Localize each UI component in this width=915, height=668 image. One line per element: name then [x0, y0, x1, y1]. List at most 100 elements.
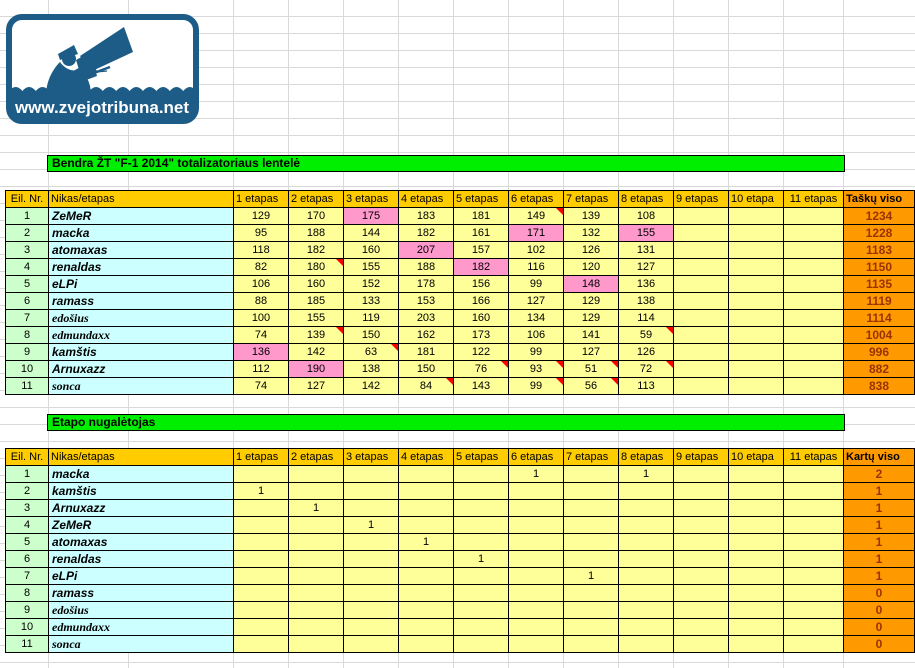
score-cell-etapas-9[interactable]: [673, 465, 729, 483]
score-cell-etapas-8[interactable]: [618, 567, 674, 585]
score-cell-etapas-10[interactable]: [728, 601, 784, 619]
score-cell-etapas-11[interactable]: [783, 377, 844, 395]
score-cell-etapas-2[interactable]: [288, 635, 344, 653]
score-cell-etapas-9[interactable]: [673, 584, 729, 602]
score-cell-etapas-4[interactable]: 182: [398, 224, 454, 242]
nick-cell[interactable]: ramass: [48, 584, 234, 602]
score-cell-etapas-1[interactable]: [233, 618, 289, 636]
score-cell-etapas-9[interactable]: [673, 258, 729, 276]
score-cell-etapas-8[interactable]: 1: [618, 465, 674, 483]
score-cell-etapas-6[interactable]: [508, 533, 564, 551]
score-cell-etapas-10[interactable]: [728, 567, 784, 585]
score-cell-etapas-10[interactable]: [728, 499, 784, 517]
score-cell-etapas-5[interactable]: 161: [453, 224, 509, 242]
header-total[interactable]: Kartų viso: [843, 448, 915, 466]
nick-cell[interactable]: atomaxas: [48, 241, 234, 259]
header-etapas-3[interactable]: 3 etapas: [343, 448, 399, 466]
score-cell-etapas-8[interactable]: 72: [618, 360, 674, 378]
score-cell-etapas-2[interactable]: [288, 550, 344, 568]
score-cell-etapas-3[interactable]: [343, 584, 399, 602]
score-cell-etapas-4[interactable]: [398, 516, 454, 534]
score-cell-etapas-8[interactable]: 138: [618, 292, 674, 310]
score-cell-etapas-8[interactable]: 155: [618, 224, 674, 242]
total-cell[interactable]: 1: [843, 550, 915, 568]
score-cell-etapas-8[interactable]: [618, 516, 674, 534]
score-cell-etapas-5[interactable]: [453, 618, 509, 636]
score-cell-etapas-10[interactable]: [728, 584, 784, 602]
score-cell-etapas-9[interactable]: [673, 326, 729, 344]
score-cell-etapas-10[interactable]: [728, 292, 784, 310]
score-cell-etapas-9[interactable]: [673, 550, 729, 568]
score-cell-etapas-7[interactable]: 139: [563, 207, 619, 225]
score-cell-etapas-4[interactable]: 188: [398, 258, 454, 276]
header-etapas-1[interactable]: 1 etapas: [233, 448, 289, 466]
total-cell[interactable]: 838: [843, 377, 915, 395]
nick-cell[interactable]: kamštis: [48, 482, 234, 500]
score-cell-etapas-5[interactable]: 173: [453, 326, 509, 344]
score-cell-etapas-5[interactable]: 143: [453, 377, 509, 395]
score-cell-etapas-2[interactable]: 1: [288, 499, 344, 517]
score-cell-etapas-11[interactable]: [783, 326, 844, 344]
nick-cell[interactable]: kamštis: [48, 343, 234, 361]
score-cell-etapas-10[interactable]: [728, 224, 784, 242]
score-cell-etapas-6[interactable]: 102: [508, 241, 564, 259]
score-cell-etapas-2[interactable]: [288, 465, 344, 483]
score-cell-etapas-11[interactable]: [783, 516, 844, 534]
nick-cell[interactable]: edmundaxx: [48, 618, 234, 636]
score-cell-etapas-4[interactable]: 1: [398, 533, 454, 551]
score-cell-etapas-10[interactable]: [728, 465, 784, 483]
score-cell-etapas-9[interactable]: [673, 343, 729, 361]
score-cell-etapas-6[interactable]: 93: [508, 360, 564, 378]
score-cell-etapas-5[interactable]: 182: [453, 258, 509, 276]
score-cell-etapas-6[interactable]: 106: [508, 326, 564, 344]
score-cell-etapas-3[interactable]: [343, 482, 399, 500]
score-cell-etapas-10[interactable]: [728, 516, 784, 534]
row-number-cell[interactable]: 5: [5, 533, 49, 551]
score-cell-etapas-8[interactable]: [618, 499, 674, 517]
total-cell[interactable]: 0: [843, 601, 915, 619]
score-cell-etapas-4[interactable]: [398, 635, 454, 653]
score-cell-etapas-7[interactable]: [563, 584, 619, 602]
score-cell-etapas-2[interactable]: [288, 584, 344, 602]
score-cell-etapas-7[interactable]: [563, 533, 619, 551]
score-cell-etapas-2[interactable]: [288, 618, 344, 636]
row-number-cell[interactable]: 6: [5, 550, 49, 568]
score-cell-etapas-1[interactable]: [233, 516, 289, 534]
header-etapas-9[interactable]: 9 etapas: [673, 190, 729, 208]
score-cell-etapas-5[interactable]: [453, 567, 509, 585]
header-etapas-4[interactable]: 4 etapas: [398, 448, 454, 466]
score-cell-etapas-8[interactable]: 59: [618, 326, 674, 344]
score-cell-etapas-7[interactable]: 129: [563, 292, 619, 310]
score-cell-etapas-2[interactable]: [288, 533, 344, 551]
score-cell-etapas-2[interactable]: 127: [288, 377, 344, 395]
score-cell-etapas-6[interactable]: 127: [508, 292, 564, 310]
total-cell[interactable]: 996: [843, 343, 915, 361]
row-number-cell[interactable]: 4: [5, 258, 49, 276]
header-eil-nr[interactable]: Eil. Nr.: [5, 190, 49, 208]
row-number-cell[interactable]: 11: [5, 635, 49, 653]
nick-cell[interactable]: macka: [48, 465, 234, 483]
score-cell-etapas-3[interactable]: [343, 635, 399, 653]
score-cell-etapas-6[interactable]: 134: [508, 309, 564, 327]
row-number-cell[interactable]: 8: [5, 326, 49, 344]
score-cell-etapas-7[interactable]: [563, 635, 619, 653]
score-cell-etapas-4[interactable]: 84: [398, 377, 454, 395]
score-cell-etapas-6[interactable]: [508, 635, 564, 653]
score-cell-etapas-4[interactable]: 203: [398, 309, 454, 327]
total-cell[interactable]: 2: [843, 465, 915, 483]
header-etapas-3[interactable]: 3 etapas: [343, 190, 399, 208]
header-etapas-5[interactable]: 5 etapas: [453, 190, 509, 208]
score-cell-etapas-6[interactable]: [508, 550, 564, 568]
score-cell-etapas-6[interactable]: [508, 584, 564, 602]
score-cell-etapas-10[interactable]: [728, 550, 784, 568]
score-cell-etapas-1[interactable]: 129: [233, 207, 289, 225]
score-cell-etapas-9[interactable]: [673, 377, 729, 395]
score-cell-etapas-11[interactable]: [783, 465, 844, 483]
score-cell-etapas-11[interactable]: [783, 224, 844, 242]
row-number-cell[interactable]: 1: [5, 207, 49, 225]
score-cell-etapas-1[interactable]: 88: [233, 292, 289, 310]
score-cell-etapas-8[interactable]: 136: [618, 275, 674, 293]
row-number-cell[interactable]: 10: [5, 360, 49, 378]
score-cell-etapas-6[interactable]: [508, 567, 564, 585]
header-etapas-7[interactable]: 7 etapas: [563, 448, 619, 466]
